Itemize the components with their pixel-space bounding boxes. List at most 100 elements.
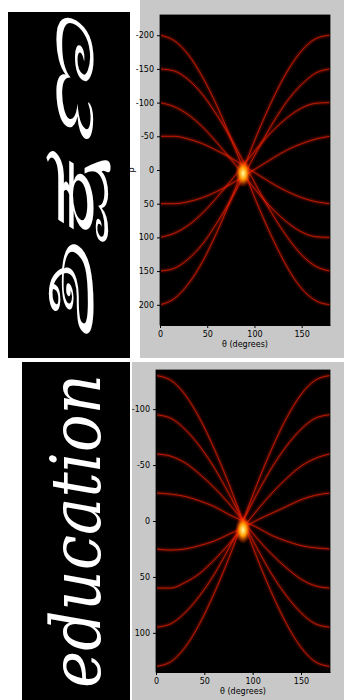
hough-curve (160, 35, 330, 305)
tick-label: 50 (144, 200, 154, 209)
hough-curve (156, 454, 330, 588)
tick: 0 (158, 325, 163, 339)
tick-mark (153, 521, 156, 522)
tick-label: 100 (247, 330, 262, 339)
tick: 150 (139, 267, 160, 276)
hough-curve (156, 454, 330, 588)
tick-mark (301, 672, 302, 675)
tick-label: 0 (158, 330, 163, 339)
hough-chart: 050100150-100-50050100θ (degrees) (132, 362, 344, 700)
plot-background (160, 15, 330, 325)
tick-mark (153, 465, 156, 466)
tick: 100 (135, 629, 156, 638)
hough-curve (156, 376, 330, 667)
hough-curve-core (160, 103, 330, 238)
x-axis: 0 50 100 150 (158, 325, 331, 339)
hough-curve-core (156, 454, 330, 588)
tick-label: -50 (141, 132, 154, 141)
x-axis-label: θ (degrees) (220, 687, 266, 696)
hough-curve-core (156, 415, 330, 628)
tick-label: -100 (136, 99, 154, 108)
plot-frame (156, 370, 330, 672)
tick: -200 (136, 31, 160, 40)
tick-mark (157, 69, 160, 70)
tick-label: -150 (136, 65, 154, 74)
tick-label: 150 (139, 267, 154, 276)
figure-background (132, 362, 344, 700)
hough-curve-core (156, 376, 330, 667)
hough-curve-core (160, 136, 330, 203)
tick-label: 0 (154, 677, 159, 686)
tick-mark (253, 672, 254, 675)
tick-mark (153, 409, 156, 410)
tick-mark (157, 271, 160, 272)
hough-curve (160, 69, 330, 271)
tick-mark (153, 577, 156, 578)
hough-peak (235, 159, 251, 187)
figure: ಶಿಕ್ಷಣeducation050100150-200-150-100-500… (0, 0, 344, 700)
y-axis: -100 -50 0 50 100 (132, 371, 157, 673)
tick-label: 100 (139, 233, 154, 242)
y-axis-label: ρ (127, 167, 136, 172)
handwritten-word: ಶಿಕ್ಷಣ (26, 14, 111, 346)
hough-curve (156, 493, 330, 550)
hough-curve (160, 35, 330, 305)
tick-label: 150 (295, 330, 310, 339)
tick-label: 100 (135, 629, 150, 638)
tick-label: 50 (140, 573, 150, 582)
tick: 100 (247, 325, 262, 339)
plot-background (156, 370, 330, 672)
tick-mark (302, 325, 303, 328)
hough-curve (160, 103, 330, 238)
tick-mark (157, 305, 160, 306)
hough-curve-core (156, 415, 330, 628)
tick-mark (157, 136, 160, 137)
tick-label: 0 (149, 166, 154, 175)
tick: -100 (136, 99, 160, 108)
tick: -100 (132, 405, 156, 414)
handwritten-word: education (35, 374, 117, 688)
tick-mark (204, 672, 205, 675)
hough-curve (160, 136, 330, 203)
tick-label: -50 (137, 461, 150, 470)
hough-curve (156, 415, 330, 628)
plot-marks (156, 376, 330, 667)
tick: 100 (139, 233, 160, 242)
hough-curve-core (160, 103, 330, 238)
tick: -150 (136, 65, 160, 74)
tick: -50 (137, 461, 156, 470)
tick-label: 100 (246, 677, 261, 686)
hough-curve (160, 69, 330, 271)
tick-label: 200 (139, 301, 154, 310)
tick: 100 (246, 672, 261, 686)
tick-mark (157, 103, 160, 104)
tick: 150 (295, 325, 310, 339)
tick-mark (207, 325, 208, 328)
tick: 200 (139, 301, 160, 310)
tick-mark (157, 35, 160, 36)
hough-curve-core (156, 493, 330, 550)
x-axis: 050100150 (154, 672, 331, 686)
hough-curve-core (160, 69, 330, 271)
hough-curve (156, 376, 330, 667)
word-background (8, 12, 130, 358)
y-axis: -200 -150 -100 -50 0 50 100 150 200 (136, 16, 161, 326)
hough-curve-core (160, 69, 330, 271)
hough-curve-core (156, 454, 330, 588)
hough-curve (156, 493, 330, 549)
tick: 0 (145, 517, 156, 526)
hough-curve (160, 103, 330, 238)
tick: 50 (200, 672, 210, 686)
hough-curve (156, 415, 330, 628)
figure-background (140, 0, 344, 358)
x-axis-label: θ (degrees) (222, 340, 268, 349)
tick-mark (157, 204, 160, 205)
tick-label: -200 (136, 31, 154, 40)
tick-label: 50 (203, 330, 213, 339)
tick-label: -100 (132, 405, 150, 414)
hough-chart: 0 50 100 150 -200 -150 -100 -50 0 50 100 150 200 θ (d… (127, 0, 344, 358)
hough-curve (160, 136, 330, 203)
plot-frame (160, 15, 330, 325)
tick-mark (153, 633, 156, 634)
tick: 0 (149, 166, 160, 175)
